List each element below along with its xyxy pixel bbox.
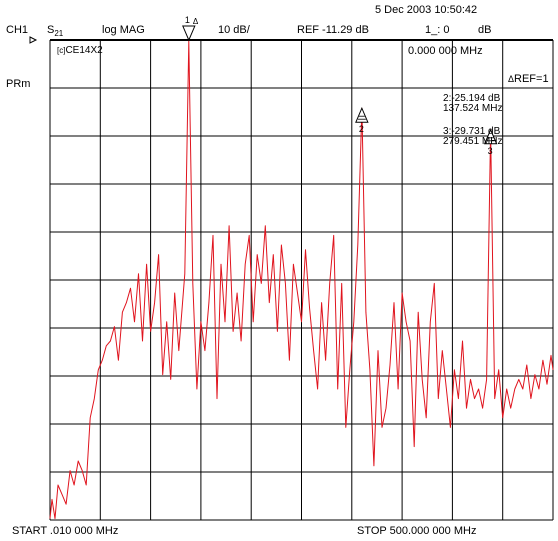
- marker-3-icon: [483, 128, 498, 145]
- reference-level: REF -11.29 dB: [297, 24, 369, 36]
- stop-frequency: STOP 500.000 000 MHz: [357, 525, 477, 537]
- s-parameter: S21: [47, 24, 64, 38]
- channel-label: CH1: [6, 24, 29, 36]
- marker-1-delta-icon: Δ: [193, 17, 199, 26]
- marker-3-readout: 3:-29.731 dB: [443, 126, 501, 137]
- delta-icon: Δ: [508, 74, 515, 84]
- marker-3-label: 3: [488, 146, 493, 156]
- reference-pointer-icon: [29, 36, 38, 44]
- marker-1-icon: [182, 25, 196, 42]
- marker-3-frequency: 279.451 MHz: [443, 136, 503, 147]
- scale-label: 10 dB/: [218, 24, 250, 36]
- cal-icon: [c]: [57, 46, 66, 55]
- marker-2-frequency: 137.524 MHz: [443, 103, 503, 114]
- cal-state: [c]CE14X2: [57, 45, 103, 56]
- marker-readout-unit: dB: [478, 24, 492, 36]
- marker-2-label: 2: [359, 124, 364, 134]
- prm-label: PRm: [6, 78, 31, 90]
- marker-2-readout: 2:-25.194 dB: [443, 93, 501, 104]
- graticule: [29, 36, 554, 521]
- measurement-trace: [49, 40, 554, 520]
- trace-layer: [49, 40, 554, 520]
- active-marker-frequency: 0.000 000 MHz: [408, 45, 483, 57]
- start-frequency: START .010 000 MHz: [12, 525, 119, 537]
- marker-layer: 1 Δ 2 3: [182, 15, 498, 156]
- format-label: log MAG: [102, 24, 145, 36]
- marker-2-icon: [355, 106, 369, 123]
- ref-marker-label: ΔREF=1: [508, 73, 549, 85]
- timestamp: 5 Dec 2003 10:50:42: [375, 4, 478, 16]
- marker-1-label: 1: [185, 15, 190, 25]
- marker-readout: 1_: 0: [425, 24, 450, 36]
